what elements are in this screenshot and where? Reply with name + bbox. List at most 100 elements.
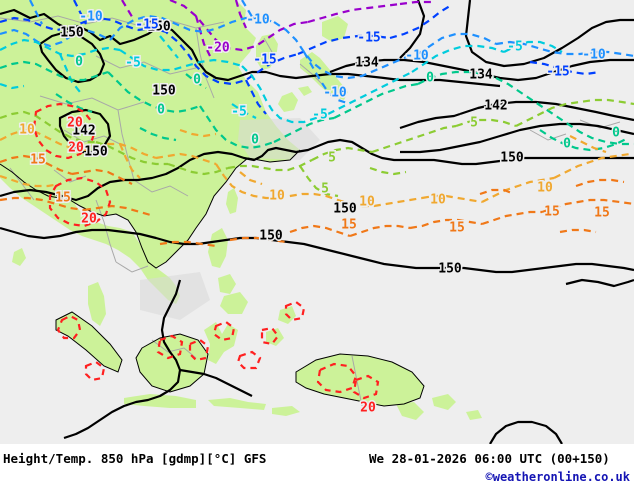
temp-contour-label: 15 (55, 191, 71, 206)
height-contour-label: 150 (84, 145, 108, 160)
temp-contour-label: -10 (323, 86, 347, 101)
model-run-label: We 28-01-2026 06:00 UTC (00+150) (369, 451, 610, 466)
temp-contour-label: -5 (125, 56, 141, 71)
temp-contour-label: 15 (30, 153, 46, 168)
height-contour-south-arc (489, 420, 563, 444)
land-malay-peninsula (88, 282, 106, 326)
temp-contour-label: 15 (594, 206, 610, 221)
temp-contour-minus15 (0, 0, 601, 115)
land-sumatra (56, 312, 122, 372)
temp-contour-label: -5 (312, 108, 328, 123)
land-solomon-1 (466, 410, 482, 420)
temp-contour-minus5 (0, 35, 563, 124)
height-contour-155-java (179, 368, 253, 397)
land-png-tail (396, 402, 424, 420)
temp-contour-label: 5 (321, 182, 329, 197)
temp-contour-label: 20 (68, 141, 84, 156)
land-japan-shikoku (298, 86, 312, 96)
temp-contour-label: 20 (360, 401, 376, 416)
height-contour-134-loop (399, 0, 426, 59)
land-luzon (208, 228, 228, 268)
land-new-guinea (296, 354, 424, 406)
temp-contour-zero (0, 60, 634, 152)
country-borders (0, 15, 621, 407)
height-contour-142-cont (400, 122, 634, 154)
temp-contour-label: 0 (75, 55, 83, 70)
land-philippines-visayas (218, 274, 236, 294)
height-contour-150-north (0, 8, 501, 88)
temp-contour-label: -10 (582, 48, 606, 63)
temp-contour-label: 10 (430, 193, 446, 208)
land-japan-hokkaido (322, 16, 348, 42)
contour-label-layer: 150 150150150142134134142150150150150-20-… (18, 8, 622, 417)
height-contour-label: 150 (333, 202, 357, 217)
height-contour-142-subtrop (459, 100, 634, 122)
land-taiwan (226, 188, 238, 214)
temp-contour-label: -15 (135, 18, 158, 33)
height-contour-label: 150 (60, 26, 84, 41)
map-canvas[interactable]: 150 150 150 150 142 134 134 142 150 150 150 150 -20-… (0, 0, 634, 444)
height-contour-label: 134 (355, 56, 379, 71)
temp-contour-label: 0 (426, 71, 434, 86)
temp-contour-label: -15 (546, 65, 569, 80)
land-java (124, 394, 196, 408)
height-contour-label: 150 (500, 151, 524, 166)
temp-contour-twenty (32, 102, 380, 400)
height-contour-label: 150 (152, 84, 176, 99)
temp-contour-label: 15 (449, 221, 465, 236)
temp-contour-label: -10 (79, 10, 103, 25)
temp-contour-label: -15 (253, 53, 276, 68)
temp-contour-ten (0, 128, 631, 208)
land-timor (272, 406, 300, 416)
land-south-asia (0, 150, 180, 304)
temp-contour-label: -5 (507, 40, 523, 55)
parameter-label: Height/Temp. 850 hPa [gdmp][°C] GFS (3, 451, 267, 466)
height-contour-155-indonesia (63, 279, 182, 440)
height-contour-label: 150 (147, 20, 171, 35)
map-graphic: 150 150150150142134134142150150150150-20-… (0, 0, 634, 444)
height-contour-150-tropics (0, 226, 634, 274)
temp-contour-fifteen (0, 154, 634, 248)
height-contour-142-himalaya (58, 108, 112, 154)
height-contour-label: 150 (438, 262, 462, 277)
temp-contour-label: 0 (612, 126, 620, 141)
land-sulawesi (204, 322, 238, 364)
land-new-britain (432, 394, 456, 410)
land-lesser-sunda (208, 398, 266, 410)
temp-contour-label: 0 (563, 137, 571, 152)
temp-contour-label: 20 (67, 116, 83, 131)
temp-contour-minus10 (0, 0, 634, 106)
temp-contour-label: 10 (537, 181, 553, 196)
land-sri-lanka (12, 248, 26, 266)
temp-contour-label: 0 (251, 133, 259, 148)
temp-contour-label: 0 (193, 73, 201, 88)
land-mindanao (220, 292, 248, 314)
height-contour-150-central (0, 138, 634, 202)
temp-contour-label: 0 (157, 103, 165, 118)
temp-contour-label: -10 (246, 13, 270, 28)
height-contour-label: 142 (484, 99, 507, 114)
temp-contour-label: -5 (231, 105, 247, 120)
temp-contour-label: -10 (405, 49, 429, 64)
temp-contour-label: 10 (359, 195, 375, 210)
temp-contour-label: -20 (206, 41, 230, 56)
temp-contour-minus20 (121, 0, 432, 57)
copyright-credit: ©weatheronline.co.uk (485, 470, 631, 484)
temp-contour-five (0, 98, 634, 198)
temp-contour-label: 10 (19, 123, 35, 138)
temp-contour-label: 15 (341, 218, 357, 233)
temp-contour-label: 10 (269, 189, 285, 204)
height-contour-142-subtrop-w (399, 112, 461, 130)
temp-contour-label: 20 (81, 212, 97, 227)
land-japan-kyushu (278, 92, 298, 112)
land-moluccas (266, 328, 284, 346)
temp-contour-label: 5 (328, 151, 336, 166)
coastlines (0, 149, 425, 407)
land-hainan (174, 204, 190, 216)
height-contour-150-west (38, 30, 106, 84)
temp-contour-label: 5 (470, 116, 478, 131)
height-contour-134-loop2 (464, 0, 634, 68)
height-contour-ne-corner (565, 278, 634, 288)
map-footer: Height/Temp. 850 hPa [gdmp][°C] GFS We 2… (0, 444, 634, 490)
